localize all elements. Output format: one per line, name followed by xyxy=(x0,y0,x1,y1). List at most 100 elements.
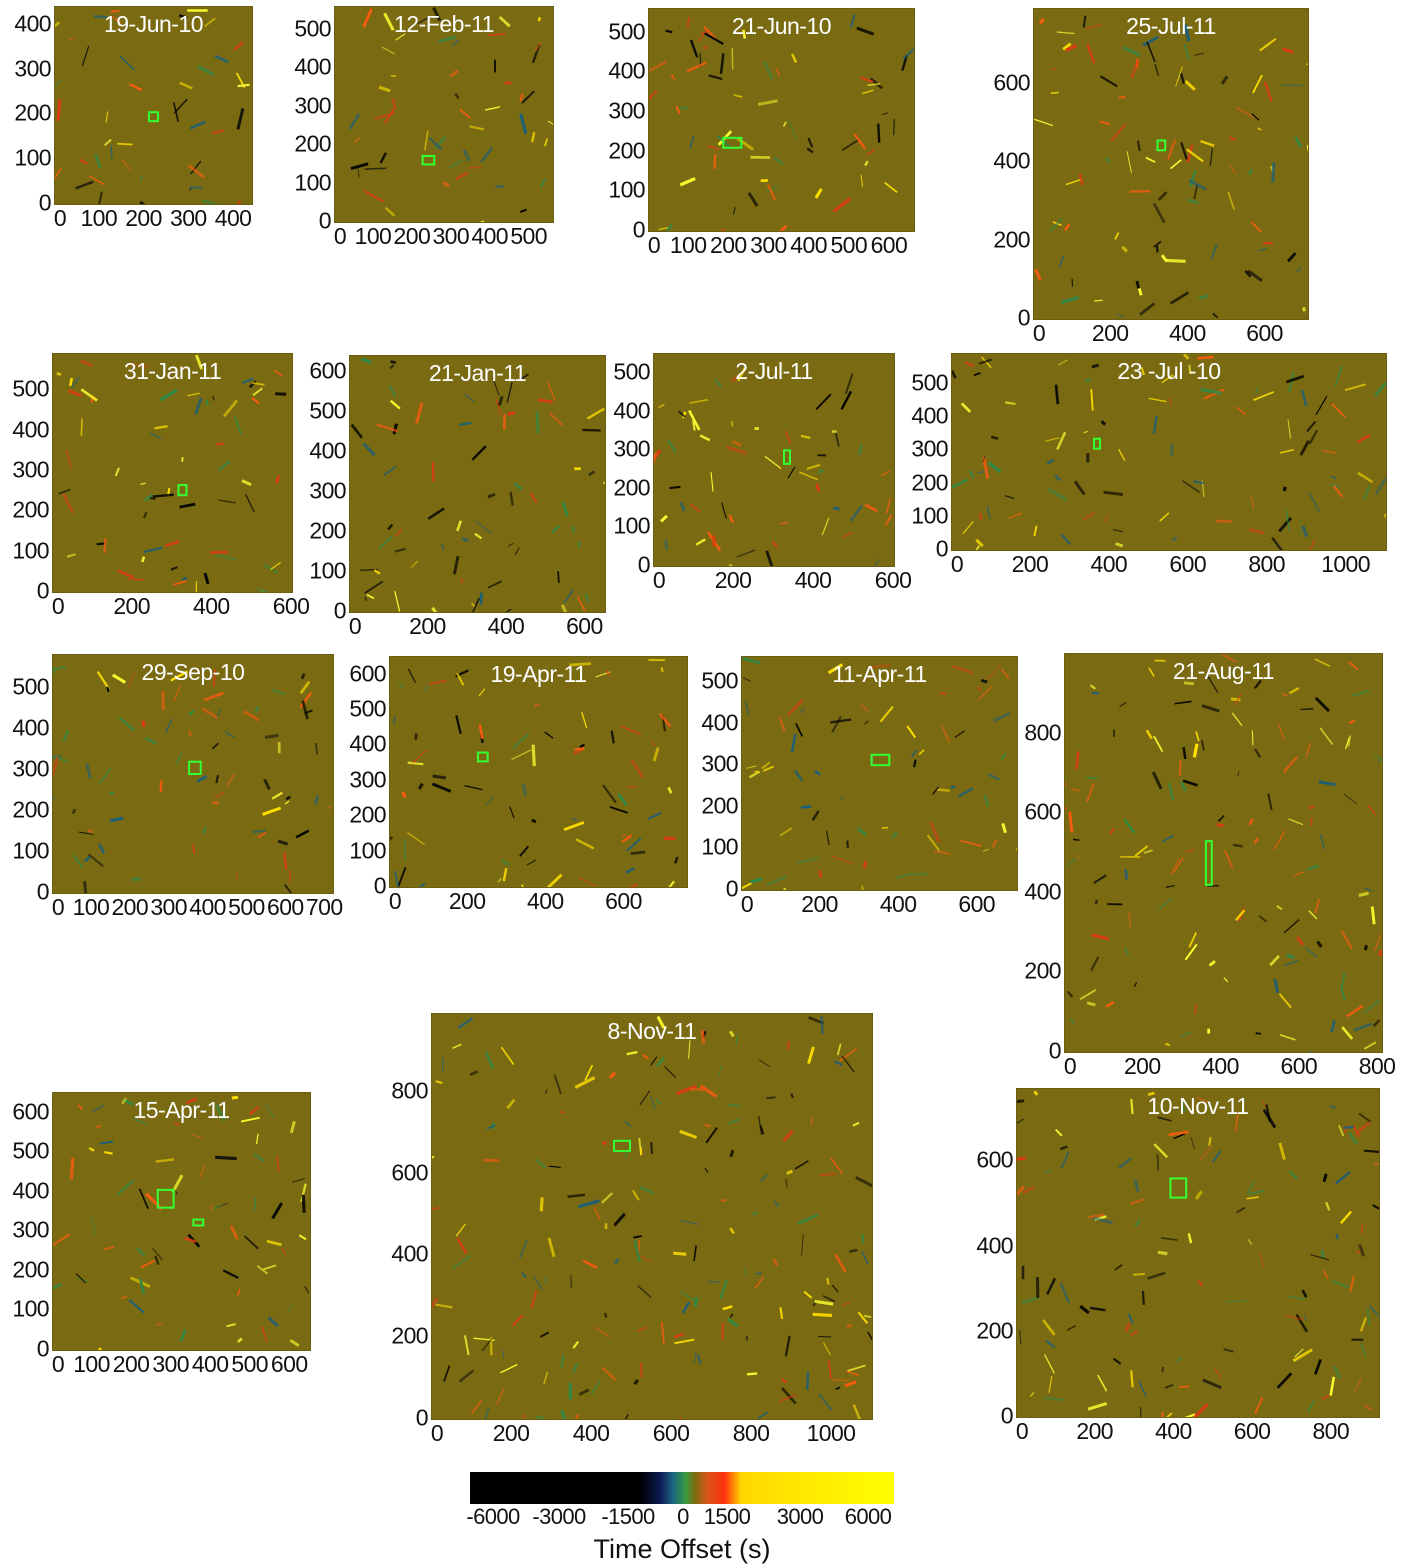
intensity-streak xyxy=(677,410,686,418)
intensity-streak xyxy=(181,576,188,582)
intensity-streak xyxy=(1017,1185,1026,1197)
intensity-streak xyxy=(603,481,605,484)
intensity-streak xyxy=(1223,1348,1234,1353)
intensity-streak xyxy=(795,722,804,737)
intensity-streak xyxy=(112,673,127,684)
intensity-streak xyxy=(1332,1280,1350,1289)
intensity-streak xyxy=(1097,1374,1108,1392)
intensity-streak xyxy=(584,593,590,603)
intensity-streak xyxy=(1350,689,1370,698)
intensity-streak xyxy=(1180,1101,1186,1113)
intensity-streak xyxy=(1103,514,1109,522)
intensity-streak xyxy=(1127,1313,1134,1324)
intensity-streak xyxy=(521,90,535,104)
x-tick-label: 400 xyxy=(471,223,508,249)
intensity-streak xyxy=(271,791,283,800)
intensity-streak xyxy=(1257,127,1262,131)
intensity-streak xyxy=(1295,1313,1309,1333)
x-tick-label: 400 xyxy=(193,593,230,619)
intensity-streak xyxy=(620,725,642,736)
intensity-streak xyxy=(689,398,709,405)
intensity-streak xyxy=(728,563,734,566)
intensity-streak xyxy=(214,554,237,561)
y-tick-label: 100 xyxy=(294,169,331,196)
intensity-streak xyxy=(173,1121,180,1126)
intensity-streak xyxy=(960,402,972,413)
intensity-streak xyxy=(459,108,472,120)
intensity-streak xyxy=(474,532,483,540)
intensity-streak xyxy=(300,673,306,680)
x-tick-label: 800 xyxy=(732,1420,770,1446)
intensity-streak xyxy=(1322,1270,1329,1280)
intensity-streak xyxy=(844,1380,857,1388)
intensity-streak xyxy=(475,520,493,535)
intensity-streak xyxy=(796,857,819,864)
intensity-streak xyxy=(1122,46,1141,57)
intensity-streak xyxy=(1334,1170,1351,1185)
intensity-streak xyxy=(1091,933,1110,941)
x-tick-label: 100 xyxy=(669,232,707,258)
intensity-streak xyxy=(537,398,553,404)
intensity-streak xyxy=(388,385,397,398)
intensity-streak xyxy=(472,597,480,612)
intensity-streak xyxy=(1292,1348,1313,1363)
intensity-streak xyxy=(138,1188,149,1210)
intensity-streak xyxy=(934,850,951,855)
intensity-streak xyxy=(1212,312,1219,319)
intensity-streak xyxy=(1319,727,1334,745)
x-tick-label: 200 xyxy=(714,567,752,593)
heatmap-plot-area: 21-Aug-11 xyxy=(1064,653,1383,1053)
y-tick-label: 200 xyxy=(911,469,948,496)
x-tick-label: 400 xyxy=(527,888,564,914)
y-tick-label: 300 xyxy=(701,750,738,777)
intensity-streak xyxy=(1265,1104,1272,1123)
intensity-streak xyxy=(630,850,646,855)
intensity-streak xyxy=(601,1192,613,1204)
intensity-streak xyxy=(1247,269,1263,283)
intensity-streak xyxy=(427,507,445,520)
intensity-streak xyxy=(1186,198,1200,205)
intensity-streak xyxy=(1196,1096,1207,1103)
intensity-streak xyxy=(856,827,868,836)
intensity-streak xyxy=(225,773,235,788)
intensity-streak xyxy=(218,499,236,504)
intensity-streak xyxy=(816,469,824,474)
intensity-streak xyxy=(139,1278,146,1295)
intensity-streak xyxy=(270,689,286,696)
intensity-streak xyxy=(175,752,183,766)
x-tick-label: 0 xyxy=(51,894,65,920)
intensity-streak xyxy=(1130,1198,1145,1205)
intensity-streak xyxy=(1360,1224,1364,1234)
intensity-streak xyxy=(216,442,225,446)
intensity-streak xyxy=(512,732,530,750)
intensity-streak xyxy=(263,1264,277,1271)
intensity-streak xyxy=(742,677,751,682)
intensity-streak xyxy=(695,538,706,546)
intensity-streak xyxy=(688,135,695,150)
intensity-streak xyxy=(514,546,520,556)
x-tick-label: 800 xyxy=(1358,1053,1396,1079)
intensity-streak xyxy=(574,1076,596,1089)
intensity-streak xyxy=(638,1239,641,1253)
intensity-streak xyxy=(1253,391,1275,401)
y-tick-label: 500 xyxy=(12,375,49,402)
intensity-streak xyxy=(283,852,288,870)
y-tick-label: 300 xyxy=(12,755,49,782)
intensity-streak xyxy=(546,381,556,402)
intensity-streak xyxy=(744,701,750,715)
x-tick-label: 400 xyxy=(790,232,827,258)
intensity-streak xyxy=(992,711,1011,723)
x-tick-label: 800 xyxy=(1312,1418,1350,1444)
intensity-streak xyxy=(1159,512,1170,522)
intensity-streak xyxy=(484,1051,495,1070)
intensity-streak xyxy=(861,885,864,890)
intensity-streak xyxy=(811,810,820,822)
intensity-streak xyxy=(1042,1319,1056,1336)
intensity-streak xyxy=(674,856,679,864)
y-tick-label: 600 xyxy=(309,357,346,384)
intensity-streak xyxy=(548,1165,561,1168)
intensity-streak xyxy=(103,138,112,147)
intensity-streak xyxy=(500,1046,515,1066)
panel-title: 19-Jun-10 xyxy=(103,11,204,37)
intensity-streak xyxy=(1065,806,1068,811)
